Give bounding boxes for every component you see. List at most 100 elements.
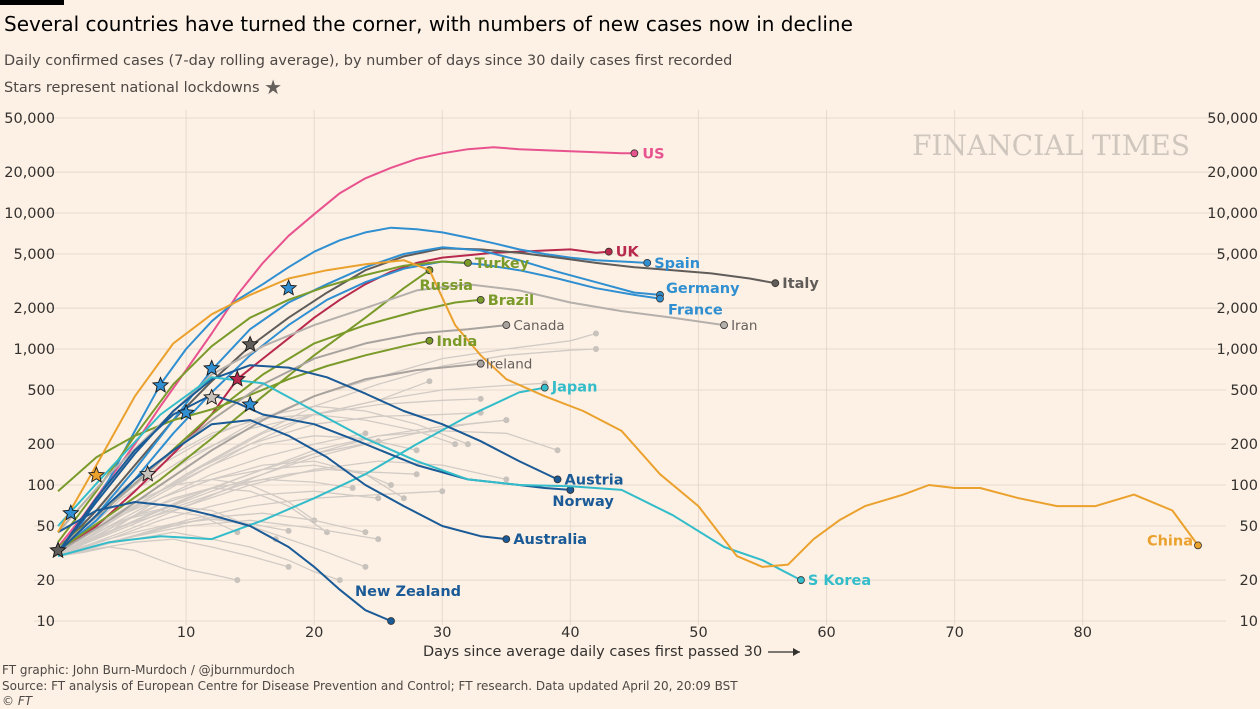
- y-tick-label-left: 20,000: [4, 165, 55, 181]
- background-series-line: [57, 546, 238, 581]
- x-axis-title: Days since average daily cases first pas…: [423, 644, 800, 660]
- series-line-russia: [57, 269, 431, 552]
- x-axis-label: Days since average daily cases first pas…: [423, 644, 762, 660]
- series-line-austria: [57, 364, 559, 553]
- watermark: FINANCIAL TIMES: [912, 129, 1190, 162]
- lockdown-stars: [49, 279, 298, 558]
- x-tick-label: 50: [689, 625, 707, 641]
- series-line-australia: [57, 419, 507, 554]
- series-endpoint-china: [1194, 541, 1202, 550]
- y-tick-label-right: 100: [1230, 478, 1258, 494]
- chart-title: Several countries have turned the corner…: [4, 12, 853, 36]
- chart-subtitle: Daily confirmed cases (7-day rolling ave…: [4, 53, 733, 69]
- x-tick-label: 10: [177, 625, 195, 641]
- x-tick-label: 80: [1073, 625, 1091, 641]
- y-tick-label-right: 10: [1240, 614, 1258, 630]
- series-line-canada: [57, 324, 507, 550]
- series-label-china: China: [1147, 533, 1193, 549]
- x-tick-label: 70: [945, 625, 963, 641]
- background-series-endpoint: [464, 441, 471, 448]
- background-series-endpoint: [452, 441, 459, 448]
- footer-source: Source: FT analysis of European Centre f…: [2, 679, 738, 693]
- series-endpoint-austria: [553, 475, 562, 484]
- axis-tick-labels: 10 10 20 20 50 50 100 100 200 200 500 500 1,000 1,000…: [4, 111, 1258, 641]
- background-series-endpoint: [503, 476, 510, 483]
- y-tick-label-right: 10,000: [1207, 206, 1258, 222]
- series-line-france: [57, 260, 661, 554]
- lockdown-star: [202, 359, 221, 376]
- series-label-new-zealand: New Zealand: [355, 584, 461, 600]
- y-tick-label-left: 100: [27, 478, 55, 494]
- series-endpoint-us: [630, 149, 639, 158]
- y-tick-label-left: 10,000: [4, 206, 55, 222]
- lockdown-star: [228, 370, 247, 387]
- series-label-austria: Austria: [565, 472, 624, 488]
- series-endpoint-s-korea: [797, 576, 805, 584]
- series-label-us: US: [642, 146, 664, 162]
- x-tick-label: 60: [817, 625, 835, 641]
- series-label-uk: UK: [616, 245, 640, 261]
- y-tick-label-right: 1,000: [1216, 342, 1258, 358]
- background-series-line: [57, 419, 507, 555]
- background-series-endpoint: [503, 417, 510, 424]
- lockdown-legend: Stars represent national lockdowns ★: [4, 75, 282, 99]
- y-tick-label-left: 50: [37, 519, 55, 535]
- background-series-line: [57, 460, 405, 553]
- series-endpoint-india: [425, 336, 434, 345]
- series-endpoint-france: [656, 294, 664, 303]
- lockdown-star: [279, 279, 298, 296]
- background-series-line: [57, 538, 289, 568]
- y-tick-label-right: 50: [1240, 519, 1258, 535]
- x-tick-label: 20: [305, 625, 323, 641]
- y-tick-label-right: 20: [1240, 573, 1258, 589]
- background-series-endpoint: [362, 563, 369, 570]
- lockdown-star: [49, 541, 67, 558]
- footer-copyright: © FT: [2, 694, 33, 708]
- y-tick-label-left: 200: [27, 437, 55, 453]
- y-tick-label-left: 2,000: [13, 301, 55, 317]
- background-series-line: [57, 413, 456, 548]
- series-label-s-korea: S Korea: [808, 573, 871, 589]
- background-series-endpoint: [592, 346, 599, 353]
- series-label-brazil: Brazil: [488, 293, 534, 309]
- brand-bar: [0, 0, 64, 5]
- y-tick-label-left: 5,000: [13, 247, 55, 263]
- series-line-germany: [57, 246, 661, 554]
- background-series-endpoint: [336, 577, 343, 584]
- background-series-endpoint: [375, 495, 382, 502]
- series-label-norway: Norway: [552, 494, 614, 510]
- y-tick-label-right: 200: [1230, 437, 1258, 453]
- series-label-india: India: [436, 334, 477, 350]
- x-axis-arrow-head: [793, 648, 800, 656]
- series-label-italy: Italy: [782, 276, 819, 292]
- background-series-endpoint: [592, 330, 599, 337]
- series-line-s-korea: [57, 376, 802, 581]
- series-label-turkey: Turkey: [475, 256, 530, 272]
- y-tick-label-right: 5,000: [1216, 247, 1258, 263]
- background-series-line: [57, 509, 238, 557]
- background-series-line: [57, 405, 469, 551]
- background-series-endpoint: [349, 485, 356, 492]
- series-endpoint-uk: [604, 247, 613, 256]
- background-series-endpoint: [375, 536, 382, 543]
- background-series-line: [57, 478, 315, 557]
- background-series-line: [57, 531, 341, 581]
- y-tick-label-left: 20: [37, 573, 55, 589]
- background-series-endpoint: [400, 495, 407, 502]
- series-line-india: [57, 339, 430, 492]
- series-endpoint-japan: [540, 383, 549, 392]
- background-series-line: [57, 478, 353, 557]
- series-endpoint-iran: [720, 321, 728, 329]
- series-label-japan: Japan: [551, 380, 598, 396]
- background-series-endpoint: [234, 577, 241, 584]
- series-line-china: [57, 259, 1199, 568]
- footer-credit: FT graphic: John Burn-Murdoch / @jburnmu…: [2, 663, 295, 677]
- lockdown-star: [62, 504, 80, 521]
- lockdown-star: [202, 388, 221, 405]
- background-series-endpoint: [477, 395, 484, 402]
- y-tick-label-left: 1,000: [13, 342, 55, 358]
- series-label-ireland: Ireland: [486, 357, 533, 373]
- series-line-us: [57, 146, 635, 548]
- series-endpoint-australia: [502, 535, 511, 544]
